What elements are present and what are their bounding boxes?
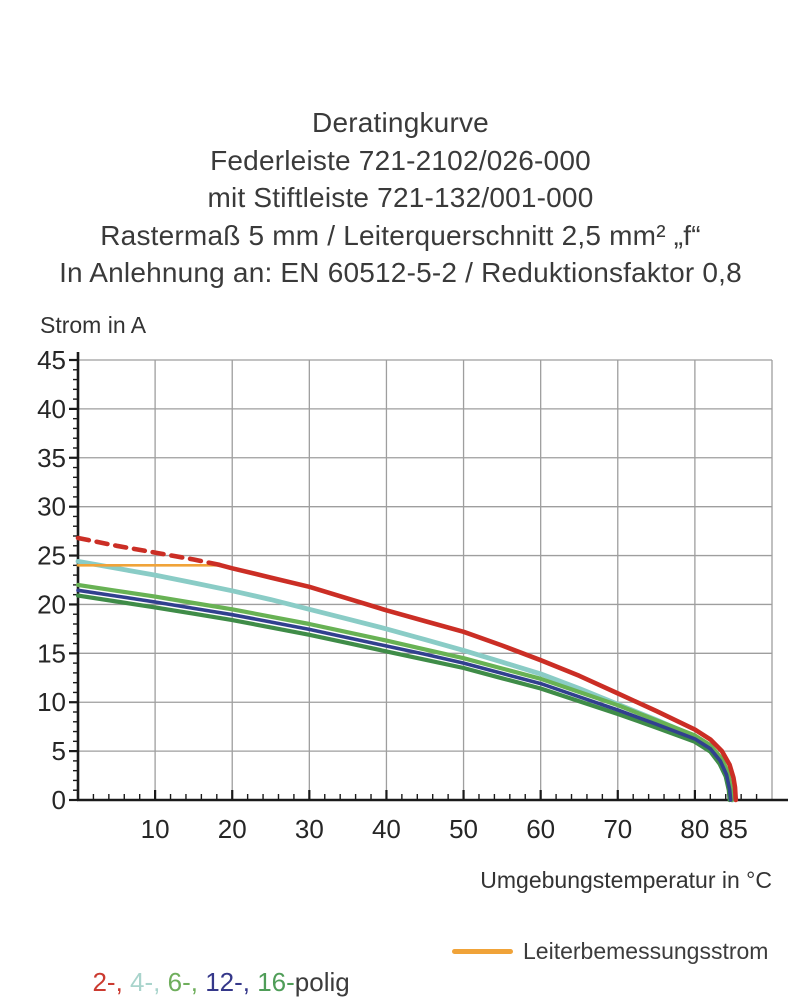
series-16-polig: [75, 593, 732, 803]
x-tick-label: 10: [141, 814, 170, 844]
series-lines: [75, 535, 739, 803]
series-6-polig: [75, 582, 735, 803]
tick-labels: 10 20 30 40 50 60 70 80 85 0 5 10 15 20 25 30 35 40 45: [37, 345, 748, 844]
legend-token-4polig: 4-,: [130, 967, 168, 997]
y-tick-label: 40: [37, 394, 66, 424]
legend-pole-counts: 2-, 4-, 6-, 12-, 16-polig: [78, 936, 350, 998]
y-tick-label: 35: [37, 443, 66, 473]
x-tick-label: 85: [719, 814, 748, 844]
y-tick-label: 10: [37, 687, 66, 717]
series-4-polig: [75, 559, 735, 803]
axis-ticks: [69, 358, 758, 802]
x-tick-label: 60: [526, 814, 555, 844]
series-2-polig: [216, 562, 739, 803]
y-tick-label: 0: [52, 785, 66, 815]
y-tick-label: 20: [37, 589, 66, 619]
x-tick-label: 80: [680, 814, 709, 844]
y-axis-title: Strom in A: [40, 312, 147, 338]
title-line-3: mit Stiftleiste 721-132/001-000: [207, 182, 594, 213]
series-2-polig-gestrichelt: [75, 535, 222, 568]
conductor-current-line-swatch: [452, 949, 513, 954]
conductor-current-label: Leiterbemessungsstrom: [523, 938, 769, 964]
gridlines: [78, 359, 773, 800]
series-12-polig: [76, 588, 733, 802]
y-tick-label: 25: [37, 541, 66, 571]
x-tick-label: 40: [372, 814, 401, 844]
page-title: Deratingkurve Federleiste 721-2102/026-0…: [0, 104, 801, 292]
y-tick-label: 15: [37, 638, 66, 668]
x-tick-label: 50: [449, 814, 478, 844]
title-line-4: Rastermaß 5 mm / Leiterquerschnitt 2,5 m…: [100, 219, 701, 251]
legend-token-16polig: 16-: [257, 967, 295, 997]
x-tick-label: 30: [295, 814, 324, 844]
x-tick-label: 70: [603, 814, 632, 844]
legend-token-12polig: 12-,: [205, 967, 258, 997]
legend-token-polig: polig: [294, 967, 350, 997]
x-tick-label: 20: [218, 814, 247, 844]
y-tick-label: 5: [52, 736, 66, 766]
y-tick-label: 30: [37, 492, 66, 522]
title-line-1: Deratingkurve: [312, 107, 489, 138]
legend-token-2polig: 2-,: [92, 967, 131, 997]
legend-token-6polig: 6-,: [167, 967, 206, 997]
title-line-5: In Anlehnung an: EN 60512-5-2 / Reduktio…: [59, 257, 742, 288]
title-line-2: Federleiste 721-2102/026-000: [210, 144, 591, 176]
x-axis-title: Umgebungstemperatur in °C: [480, 867, 772, 893]
y-tick-label: 45: [37, 345, 66, 375]
